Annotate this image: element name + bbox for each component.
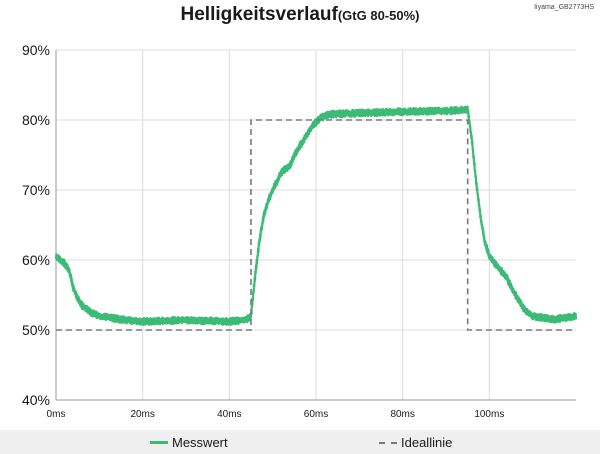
chart-subtitle: (GtG 80-50%) bbox=[337, 8, 420, 23]
series-layer bbox=[54, 105, 578, 331]
legend: Messwert Ideallinie bbox=[0, 430, 600, 454]
x-tick-label: 60ms bbox=[304, 409, 328, 420]
y-tick-label: 40% bbox=[22, 392, 50, 408]
y-tick-label: 90% bbox=[22, 42, 50, 58]
tick-layer: 40% 50% 60% 70% 80% 90% 0ms 20ms 40ms 60ms 80ms 100… bbox=[22, 42, 504, 420]
chart-title: Helligkeitsverlauf(GtG 80-50%) bbox=[0, 4, 600, 26]
y-tick-label: 50% bbox=[22, 322, 50, 338]
y-tick-label: 80% bbox=[22, 112, 50, 128]
legend-swatch-ideallinie bbox=[379, 441, 397, 444]
y-tick-label: 60% bbox=[22, 252, 50, 268]
grid-layer bbox=[55, 49, 576, 401]
source-tag: Iiyama_GB2773HS bbox=[534, 4, 594, 11]
x-tick-label: 20ms bbox=[130, 409, 154, 420]
legend-item-messwert: Messwert bbox=[150, 435, 228, 450]
legend-item-ideallinie: Ideallinie bbox=[379, 435, 452, 450]
y-tick-label: 70% bbox=[22, 182, 50, 198]
x-tick-label: 80ms bbox=[390, 409, 414, 420]
x-tick-label: 40ms bbox=[217, 409, 241, 420]
series-ideallinie bbox=[56, 119, 576, 331]
legend-swatch-messwert bbox=[150, 441, 168, 444]
legend-label-messwert: Messwert bbox=[172, 435, 228, 450]
x-tick-label: 100ms bbox=[474, 409, 504, 420]
series-messwert bbox=[54, 105, 578, 327]
chart-title-main: Helligkeitsverlauf bbox=[180, 4, 338, 25]
x-tick-label: 0ms bbox=[47, 409, 66, 420]
legend-label-ideallinie: Ideallinie bbox=[401, 435, 453, 450]
